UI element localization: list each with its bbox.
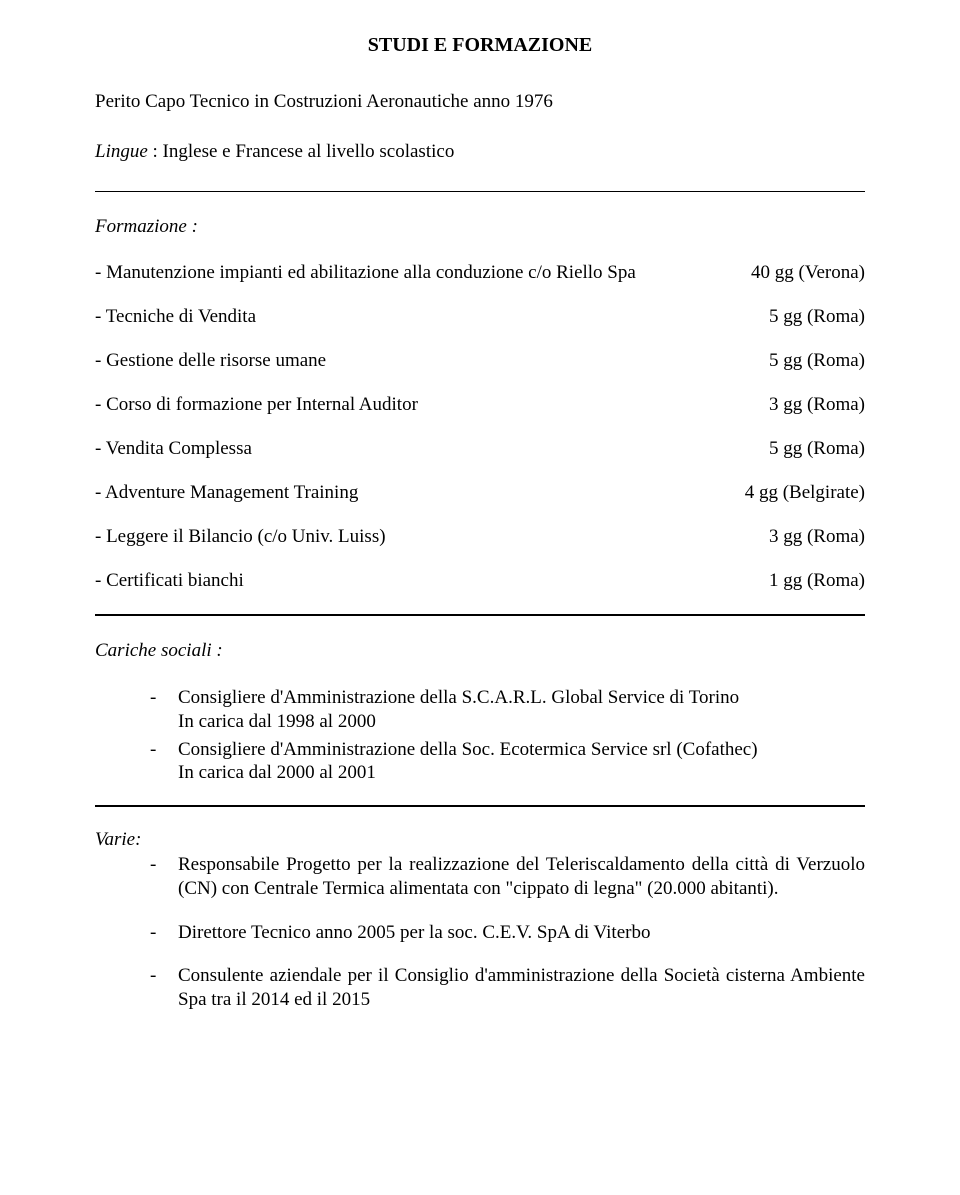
formazione-item: - Leggere il Bilancio (c/o Univ. Luiss) … [95, 526, 865, 548]
formazione-item: - Adventure Management Training 4 gg (Be… [95, 482, 865, 504]
section-title: STUDI E FORMAZIONE [95, 34, 865, 57]
cariche-list: Consigliere d'Amministrazione della S.C.… [150, 686, 865, 785]
formazione-dur: 5 gg (Roma) [769, 438, 865, 460]
formazione-desc: - Corso di formazione per Internal Audit… [95, 394, 769, 416]
formazione-desc: - Leggere il Bilancio (c/o Univ. Luiss) [95, 526, 769, 548]
formazione-dur: 5 gg (Roma) [769, 306, 865, 328]
list-item: Responsabile Progetto per la realizzazio… [150, 853, 865, 901]
formazione-dur: 3 gg (Roma) [769, 394, 865, 416]
formazione-desc: - Gestione delle risorse umane [95, 350, 769, 372]
formazione-desc: - Manutenzione impianti ed abilitazione … [95, 262, 751, 284]
list-item: Consigliere d'Amministrazione della Soc.… [150, 738, 865, 786]
formazione-item: - Tecniche di Vendita 5 gg (Roma) [95, 306, 865, 328]
lingue-text: : Inglese e Francese al livello scolasti… [148, 141, 455, 162]
formazione-item: - Gestione delle risorse umane 5 gg (Rom… [95, 350, 865, 372]
formazione-item: - Certificati bianchi 1 gg (Roma) [95, 570, 865, 592]
formazione-dur: 5 gg (Roma) [769, 350, 865, 372]
list-item: Direttore Tecnico anno 2005 per la soc. … [150, 921, 865, 945]
formazione-list: - Manutenzione impianti ed abilitazione … [95, 262, 865, 592]
formazione-item: - Manutenzione impianti ed abilitazione … [95, 262, 865, 284]
lingue-line: Lingue : Inglese e Francese al livello s… [95, 141, 865, 163]
formazione-dur: 40 gg (Verona) [751, 262, 865, 284]
formazione-item: - Vendita Complessa 5 gg (Roma) [95, 438, 865, 460]
formazione-label: Formazione : [95, 216, 865, 238]
formazione-dur: 3 gg (Roma) [769, 526, 865, 548]
qualifica-line: Perito Capo Tecnico in Costruzioni Aeron… [95, 91, 865, 113]
divider [95, 191, 865, 192]
list-item: Consulente aziendale per il Consiglio d'… [150, 964, 865, 1012]
formazione-desc: - Certificati bianchi [95, 570, 769, 592]
formazione-desc: - Vendita Complessa [95, 438, 769, 460]
formazione-desc: - Adventure Management Training [95, 482, 745, 504]
formazione-dur: 4 gg (Belgirate) [745, 482, 865, 504]
formazione-desc: - Tecniche di Vendita [95, 306, 769, 328]
formazione-item: - Corso di formazione per Internal Audit… [95, 394, 865, 416]
varie-list: Responsabile Progetto per la realizzazio… [150, 853, 865, 1012]
lingue-label: Lingue [95, 141, 148, 162]
divider-thick [95, 805, 865, 807]
page: STUDI E FORMAZIONE Perito Capo Tecnico i… [0, 0, 960, 1195]
cariche-label: Cariche sociali : [95, 640, 865, 662]
varie-label: Varie: [95, 829, 865, 851]
formazione-dur: 1 gg (Roma) [769, 570, 865, 592]
divider-thick [95, 614, 865, 616]
list-item: Consigliere d'Amministrazione della S.C.… [150, 686, 865, 734]
